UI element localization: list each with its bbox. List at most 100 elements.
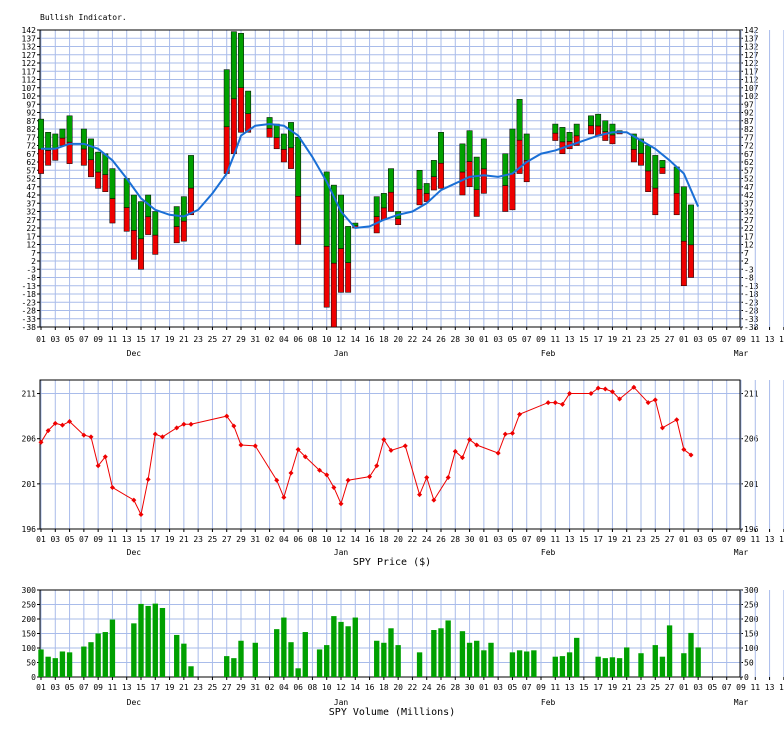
- x-tick-label: 29: [236, 335, 246, 344]
- x-tick-label: 19: [608, 335, 618, 344]
- x-tick-label: 29: [236, 535, 246, 544]
- bearish-bar: [380, 207, 387, 220]
- bullish-bar: [66, 115, 73, 143]
- volume-bar: [224, 656, 230, 677]
- price-point: [609, 389, 615, 395]
- bearish-bar: [238, 87, 244, 133]
- x-tick-label: 13: [122, 683, 132, 692]
- volume-bar: [459, 631, 466, 677]
- y-tick-label-right: 107: [744, 84, 759, 93]
- price-point: [131, 497, 137, 503]
- bearish-bar: [652, 187, 659, 216]
- price-point: [381, 437, 387, 443]
- price-point: [417, 492, 423, 498]
- bearish-bar: [52, 148, 59, 161]
- bearish-bar: [638, 153, 644, 166]
- x-tick-label: 11: [550, 535, 560, 544]
- x-tick-label: 01: [36, 683, 46, 692]
- bullish-bar: [266, 117, 273, 129]
- x-tick-label: 03: [50, 683, 60, 692]
- y-tick-label-right: -28: [744, 307, 759, 316]
- x-tick-label: 28: [450, 335, 460, 344]
- y-tick-label-right: 62: [744, 158, 754, 167]
- bearish-bar: [152, 234, 159, 255]
- bullish-bar: [680, 186, 687, 242]
- x-tick-label: 15: [579, 535, 589, 544]
- y-tick-label-right: 97: [744, 100, 754, 109]
- bullish-bar: [509, 128, 516, 174]
- bullish-bar: [438, 132, 444, 164]
- y-tick-label-right: 211: [744, 390, 759, 399]
- y-tick-label-right: 37: [744, 199, 754, 208]
- bullish-bar: [588, 115, 594, 127]
- y-tick-label-right: 100: [744, 644, 759, 653]
- y-tick-label-left: 97: [26, 100, 36, 109]
- volume-bar: [174, 634, 180, 677]
- bearish-bar: [430, 176, 437, 191]
- y-tick-label-left: 250: [22, 601, 37, 610]
- price-panel-label: SPY Price ($): [353, 557, 431, 568]
- x-tick-label: 13: [565, 683, 575, 692]
- volume-bar: [431, 630, 437, 677]
- x-tick-label: 27: [665, 683, 675, 692]
- bullish-bar: [288, 122, 294, 149]
- bullish-bar: [552, 123, 559, 134]
- volume-bar: [131, 623, 137, 677]
- x-tick-label: 07: [79, 535, 89, 544]
- bearish-bar: [473, 189, 480, 217]
- y-tick-label-left: 87: [26, 117, 36, 126]
- x-tick-label: 30: [465, 335, 475, 344]
- x-tick-label: 02: [265, 683, 275, 692]
- x-tick-label: 27: [222, 335, 232, 344]
- x-tick-label: 14: [350, 683, 360, 692]
- price-point: [274, 477, 280, 483]
- volume-bar: [288, 642, 294, 677]
- x-tick-label: 08: [308, 535, 318, 544]
- bullish-bar: [516, 99, 523, 141]
- x-tick-label: 07: [79, 683, 89, 692]
- y-tick-label-right: 117: [744, 67, 759, 76]
- x-tick-label: 25: [208, 335, 218, 344]
- x-tick-label: 30: [465, 683, 475, 692]
- bullish-bar: [566, 132, 573, 142]
- x-tick-label: 03: [50, 535, 60, 544]
- volume-bar: [138, 603, 144, 677]
- price-point: [595, 385, 601, 391]
- bullish-bar: [645, 145, 652, 172]
- volume-bar: [274, 629, 280, 677]
- volume-bar: [509, 652, 516, 677]
- x-tick-label: 03: [493, 335, 503, 344]
- price-point: [231, 423, 237, 429]
- price-point: [102, 454, 108, 460]
- price-point: [67, 419, 73, 425]
- x-tick-label: 11: [108, 683, 118, 692]
- month-label: Jan: [334, 698, 349, 707]
- y-tick-label-left: 42: [26, 191, 36, 200]
- bearish-bar: [395, 218, 402, 225]
- bearish-bar: [145, 216, 152, 235]
- price-point: [617, 396, 623, 402]
- price-point: [295, 447, 301, 453]
- bearish-bar: [416, 189, 423, 206]
- y-tick-label-right: 200: [744, 615, 759, 624]
- price-point: [424, 475, 430, 481]
- y-tick-label-right: 50: [744, 659, 754, 668]
- month-label: Dec: [127, 349, 142, 358]
- bearish-bar: [688, 244, 694, 278]
- x-tick-label: 27: [665, 535, 675, 544]
- y-tick-label-left: 7: [31, 249, 36, 258]
- y-tick-label-right: 127: [744, 51, 759, 60]
- price-point: [645, 400, 651, 406]
- x-tick-label: 12: [336, 683, 346, 692]
- y-tick-label-right: 82: [744, 125, 754, 134]
- volume-bar: [338, 621, 344, 677]
- x-tick-label: 01: [36, 535, 46, 544]
- bullish-indicator-panel: -38 -38-33 -33-28 -28-23 -23-18 -18-13 -13-8 -8…: [22, 26, 784, 358]
- x-tick-label: 24: [422, 535, 432, 544]
- bullish-bar: [223, 69, 230, 128]
- x-tick-label: 07: [722, 335, 732, 344]
- volume-bar: [474, 640, 480, 677]
- price-point: [324, 472, 330, 478]
- y-tick-label-right: 122: [744, 59, 759, 68]
